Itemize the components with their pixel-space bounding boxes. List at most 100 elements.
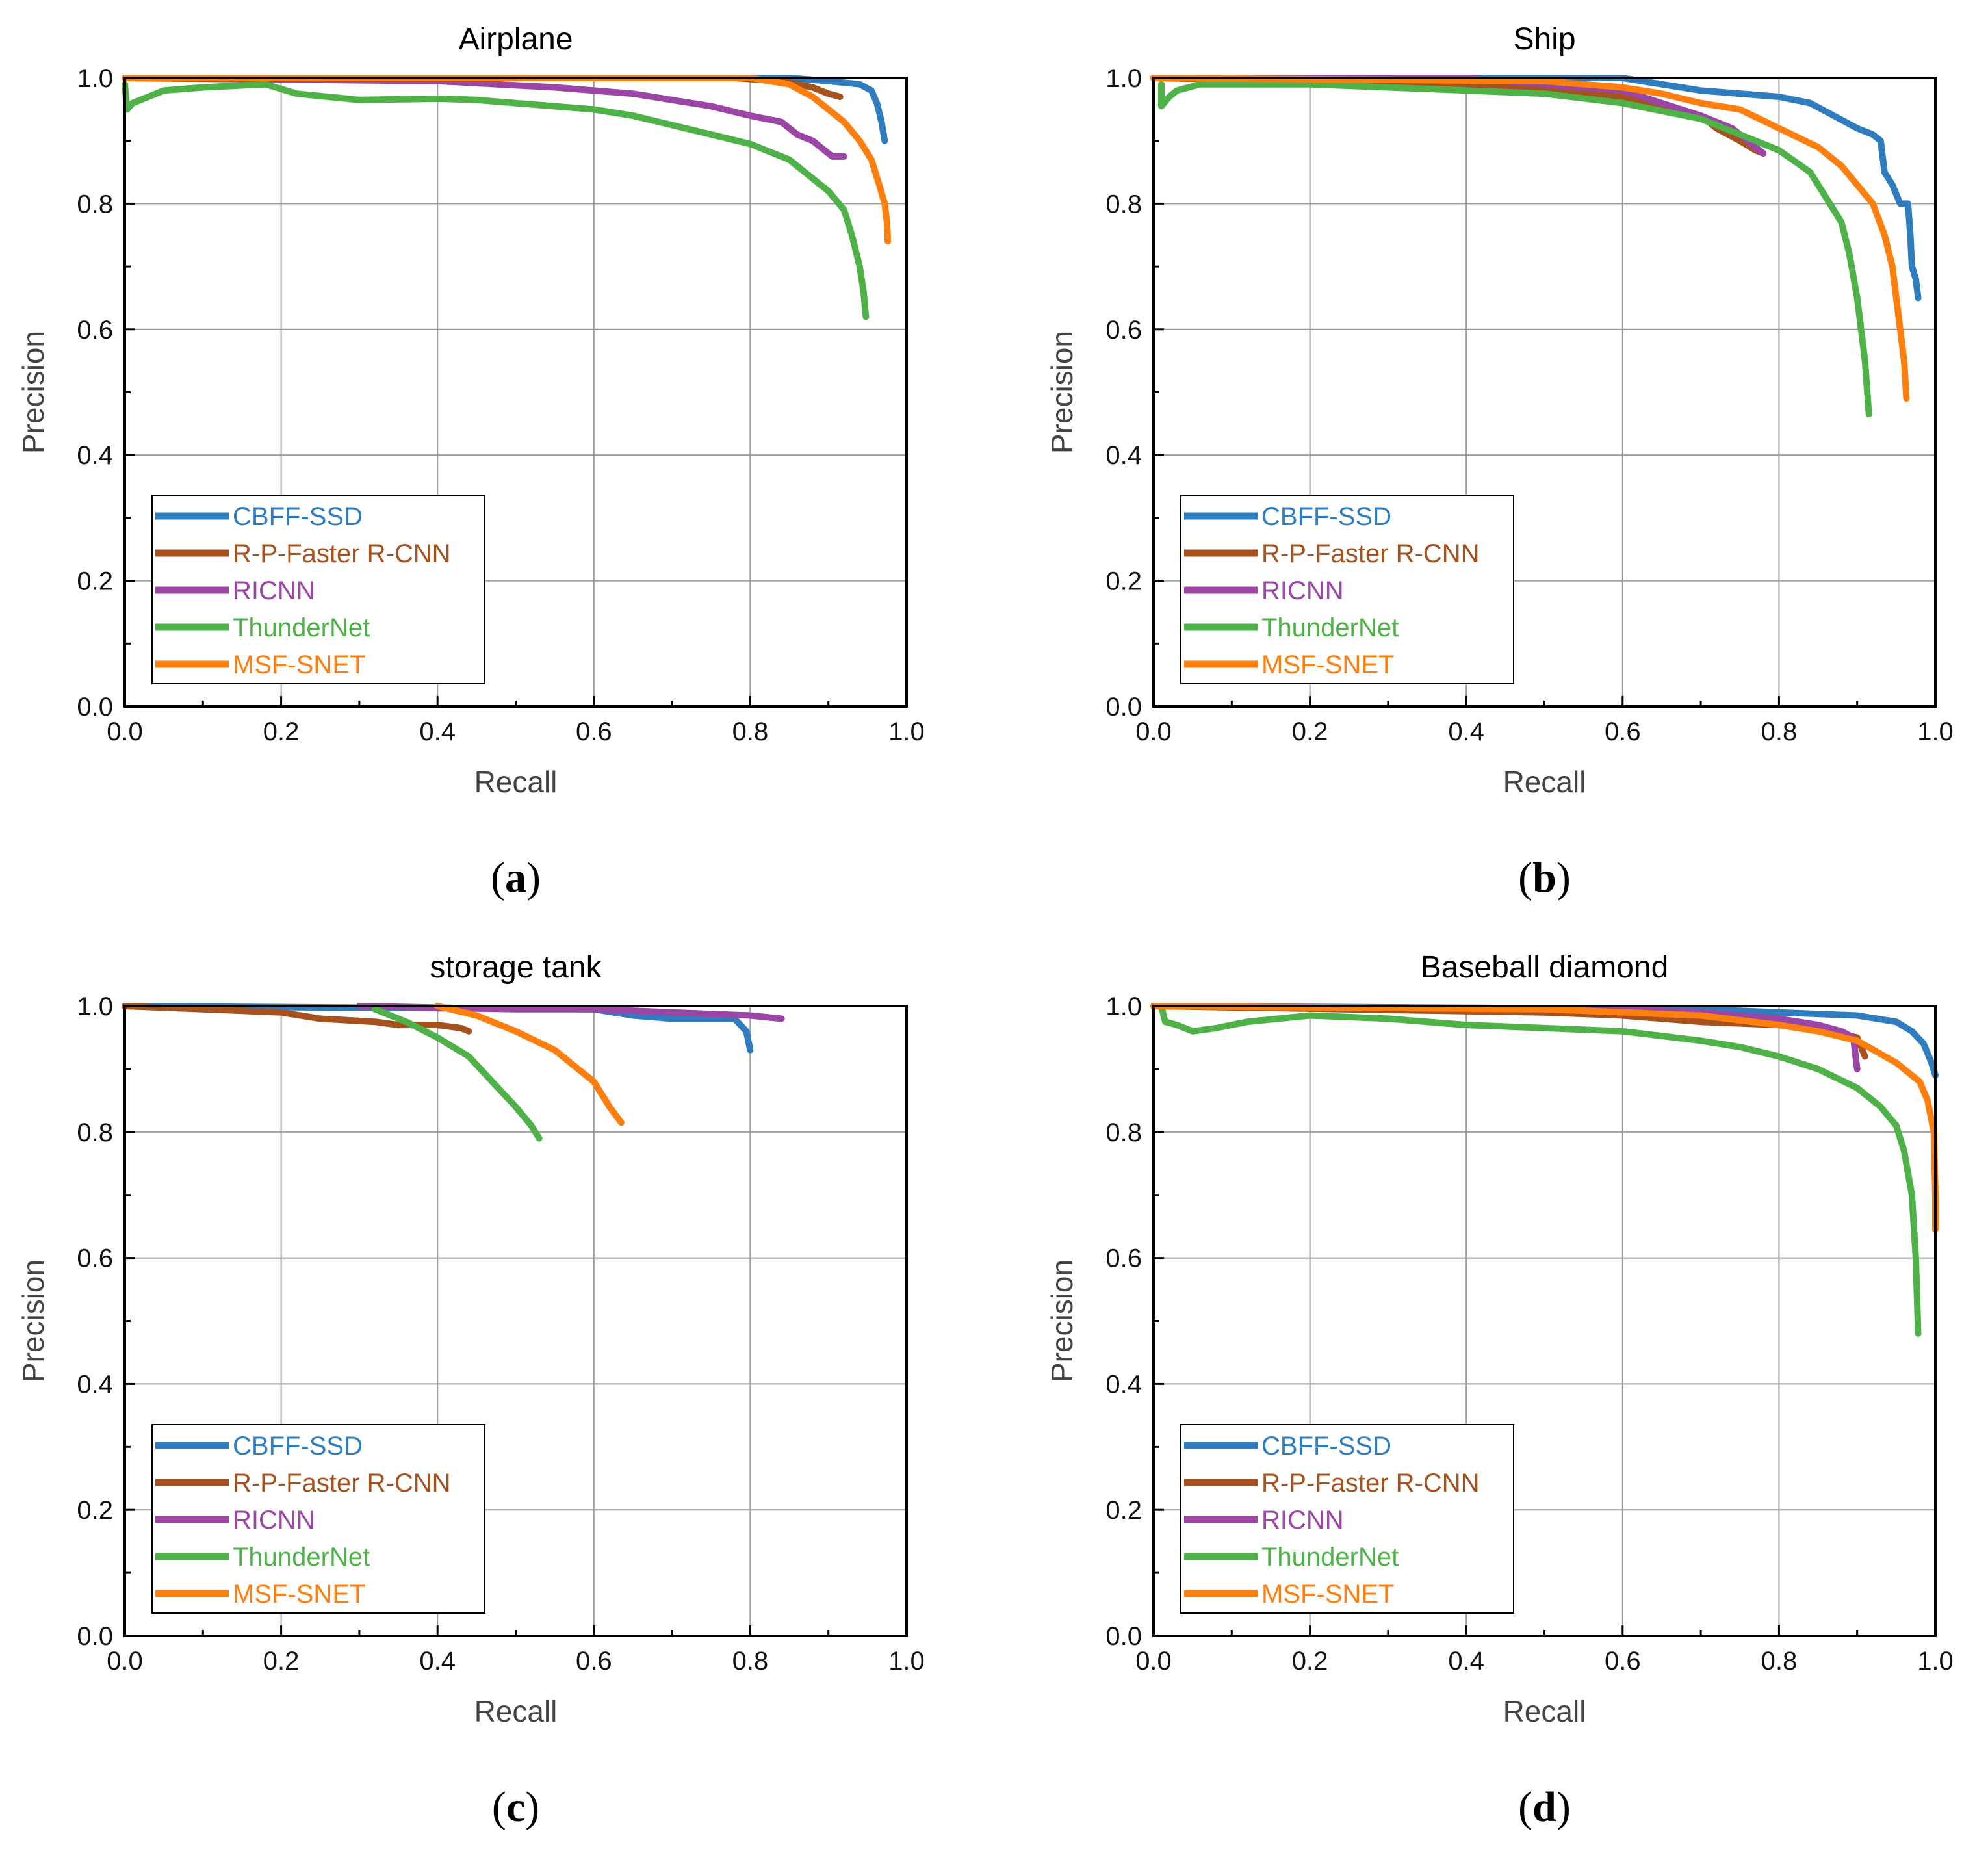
x-tick-label: 0.4: [1448, 718, 1484, 746]
series-line-msf-snet: [434, 1003, 625, 1126]
legend-label: CBFF-SSD: [233, 1432, 363, 1460]
legend-label: RICNN: [1261, 576, 1344, 605]
x-tick-label: 0.4: [419, 718, 456, 746]
legend-label: CBFF-SSD: [233, 502, 363, 531]
caption-close-paren: ): [526, 854, 541, 901]
y-tick-label: 0.6: [1105, 316, 1142, 344]
caption-letter: c: [506, 1783, 525, 1831]
chart-panel-b: 0.0 0.2 0.4 0.6 0.8 1.0 0.0 0.2 0.4 0.6 0.8 1.0 Ship…: [1045, 22, 1954, 901]
series-line-ricnn: [122, 75, 847, 160]
legend: CBFF-SSD R-P-Faster R-CNN RICNN ThunderNet M…: [1180, 495, 1514, 684]
y-tick-label: 0.6: [77, 1245, 113, 1273]
legend-label: MSF-SNET: [1261, 651, 1394, 679]
y-tick-label: 0.8: [1105, 1118, 1142, 1147]
series-line-msf-snet: [1150, 1003, 1939, 1233]
y-tick-label: 0.6: [1105, 1245, 1142, 1273]
legend: CBFF-SSD R-P-Faster R-CNN RICNN ThunderNet M…: [151, 495, 485, 684]
legend-label: ThunderNet: [233, 1543, 370, 1571]
chart-panel-d: 0.0 0.2 0.4 0.6 0.8 1.0 0.0 0.2 0.4 0.6 0.8 1.0 Base…: [1045, 950, 1954, 1831]
y-tick-label: 0.2: [77, 1496, 113, 1525]
caption-close-paren: ): [1556, 854, 1571, 901]
series-line-cbff-ssd: [1174, 1003, 1939, 1079]
y-tick-label: 0.8: [77, 190, 113, 218]
y-tick-label: 0.6: [77, 316, 113, 344]
y-tick-label: 0.0: [77, 693, 113, 721]
x-tick-label: 0.4: [419, 1647, 456, 1675]
y-tick-label: 0.4: [1105, 441, 1142, 470]
y-tick-label: 0.0: [77, 1622, 113, 1651]
series-line-thundernet: [122, 81, 870, 320]
x-tick-label: 0.6: [576, 1647, 612, 1675]
legend: CBFF-SSD R-P-Faster R-CNN RICNN ThunderNet M…: [1180, 1424, 1514, 1614]
caption-letter: a: [505, 854, 526, 901]
caption-open-paren: (: [1518, 1783, 1532, 1831]
x-tick-label: 0.0: [1135, 1647, 1172, 1675]
x-tick-label: 0.0: [107, 718, 143, 746]
y-tick-label: 0.4: [77, 1370, 113, 1399]
panel-caption: (c): [492, 1783, 539, 1831]
y-axis-label: Precision: [1045, 331, 1079, 454]
x-tick-label: 0.0: [1135, 718, 1172, 746]
y-axis-label: Precision: [16, 1260, 50, 1382]
legend-label: RICNN: [1261, 1506, 1344, 1534]
legend-label: ThunderNet: [233, 614, 370, 642]
y-tick-label: 1.0: [77, 992, 113, 1021]
legend-box: [151, 495, 485, 684]
panel-caption: (b): [1518, 854, 1571, 901]
x-axis-label: Recall: [1503, 1694, 1586, 1728]
legend-label: ThunderNet: [1261, 614, 1399, 642]
series-line-ricnn: [355, 1003, 785, 1022]
chart-title: Baseball diamond: [1421, 950, 1669, 985]
x-tick-label: 0.2: [1292, 718, 1328, 746]
caption-close-paren: ): [1556, 1783, 1571, 1831]
x-axis-label: Recall: [1503, 765, 1586, 799]
legend-label: RICNN: [233, 1506, 315, 1534]
caption-letter: b: [1532, 854, 1556, 901]
x-tick-label: 0.6: [1605, 718, 1641, 746]
x-tick-label: 0.8: [732, 718, 769, 746]
x-tick-label: 0.8: [1761, 718, 1798, 746]
y-axis-label: Precision: [16, 331, 50, 454]
caption-open-paren: (: [492, 1783, 506, 1831]
legend-label: MSF-SNET: [1261, 1580, 1394, 1609]
chart-title: storage tank: [430, 950, 602, 985]
x-tick-label: 0.6: [1605, 1647, 1641, 1675]
legend-label: RICNN: [233, 576, 315, 605]
y-tick-label: 0.4: [77, 441, 113, 470]
series-line-thundernet: [1158, 81, 1872, 418]
series-line-msf-snet: [1150, 75, 1910, 402]
y-axis-label: Precision: [1045, 1260, 1079, 1382]
legend-label: R-P-Faster R-CNN: [1261, 1469, 1480, 1497]
series-line-msf-snet: [122, 75, 892, 245]
x-tick-label: 1.0: [1917, 1647, 1954, 1675]
y-tick-label: 0.2: [1105, 567, 1142, 596]
y-tick-label: 0.0: [1105, 693, 1142, 721]
legend-label: R-P-Faster R-CNN: [233, 1469, 451, 1497]
x-tick-label: 0.2: [263, 718, 300, 746]
x-tick-label: 0.4: [1448, 1647, 1484, 1675]
series-line-ricnn: [1150, 1003, 1861, 1072]
legend-label: CBFF-SSD: [1261, 502, 1391, 531]
chart-panel-c: 0.0 0.2 0.4 0.6 0.8 1.0 0.0 0.2 0.4 0.6 0.8 1.0 stor…: [16, 950, 925, 1831]
legend-label: MSF-SNET: [233, 651, 365, 679]
series-line-thundernet: [372, 1005, 543, 1142]
x-axis-label: Recall: [474, 765, 558, 799]
x-tick-label: 0.0: [107, 1647, 143, 1675]
caption-open-paren: (: [491, 854, 505, 901]
x-tick-label: 1.0: [888, 1647, 925, 1675]
legend-label: MSF-SNET: [233, 1580, 365, 1609]
y-tick-label: 0.2: [1105, 1496, 1142, 1525]
y-tick-label: 1.0: [1105, 64, 1142, 93]
legend: CBFF-SSD R-P-Faster R-CNN RICNN ThunderNet M…: [151, 1424, 485, 1614]
chart-title: Ship: [1513, 22, 1575, 57]
y-tick-label: 0.2: [77, 567, 113, 596]
legend-label: R-P-Faster R-CNN: [233, 539, 451, 568]
y-tick-label: 0.8: [1105, 190, 1142, 218]
caption-letter: d: [1532, 1783, 1556, 1831]
chart-panel-a: 0.0 0.2 0.4 0.6 0.8 1.0 0.0 0.2 0.4 0.6 0.8 1.0 Airp…: [16, 22, 925, 901]
y-tick-label: 1.0: [1105, 992, 1142, 1021]
chart-title: Airplane: [458, 22, 573, 57]
panel-caption: (a): [491, 854, 541, 901]
x-tick-label: 0.2: [263, 1647, 300, 1675]
